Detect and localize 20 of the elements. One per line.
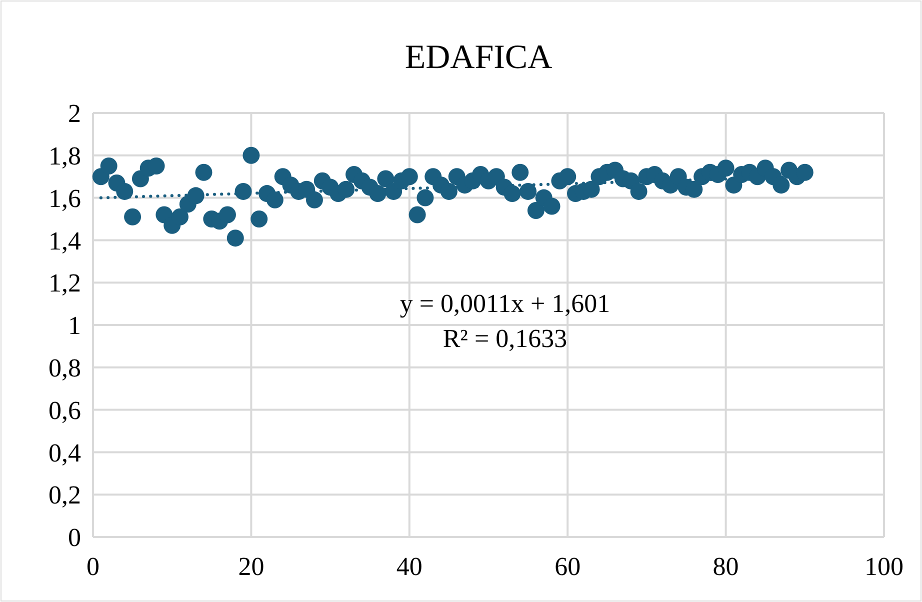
y-tick-label: 0,6 — [48, 396, 81, 425]
x-tick-label: 0 — [86, 552, 100, 581]
x-tick-label: 20 — [238, 552, 264, 581]
annotation: y = 0,0011x + 1,601 — [400, 289, 610, 318]
x-tick-label: 100 — [864, 552, 904, 581]
y-tick-label: 1,8 — [48, 142, 81, 170]
y-tick-label: 0,2 — [48, 480, 81, 510]
x-tick-label: 60 — [554, 552, 581, 581]
y-tick-label: 1,6 — [48, 184, 81, 213]
y-tick-label: 2 — [68, 99, 81, 128]
y-tick-label: 1 — [68, 311, 81, 340]
y-tick-label: 0,8 — [48, 354, 81, 382]
y-tick-label: 0 — [68, 523, 81, 552]
y-tick-label: 0,4 — [48, 438, 81, 468]
y-tick-label: 1,4 — [48, 226, 81, 256]
chart-title: EDAFICA — [404, 39, 553, 76]
annotation: R² = 0,1633 — [442, 324, 568, 353]
x-tick-label: 80 — [712, 552, 739, 581]
x-tick-label: 40 — [396, 552, 422, 581]
y-tick-label: 1,2 — [48, 268, 81, 298]
